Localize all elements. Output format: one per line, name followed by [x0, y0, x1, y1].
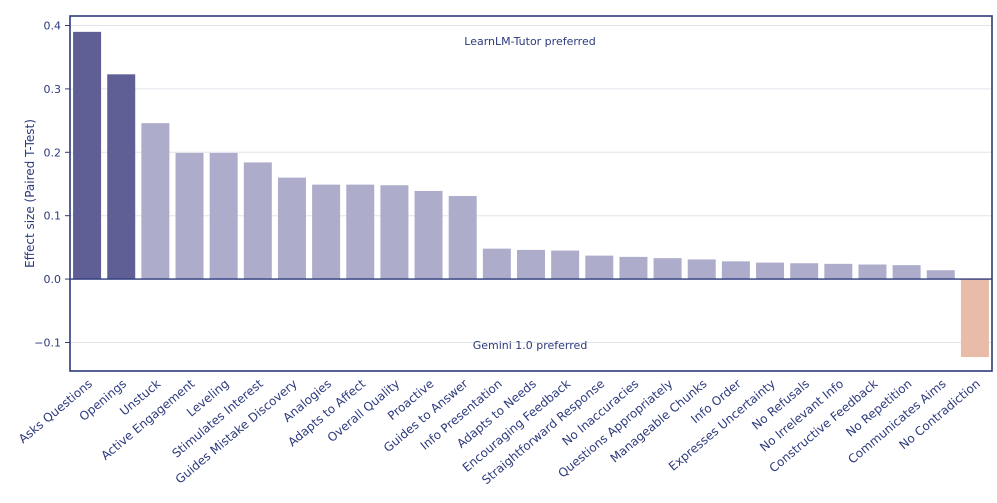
bar	[687, 259, 716, 280]
bar	[926, 270, 955, 280]
y-tick-label: 0.4	[44, 20, 62, 33]
annotation-bottom: Gemini 1.0 preferred	[473, 339, 588, 352]
bar	[346, 184, 375, 280]
bar	[312, 184, 341, 280]
bar	[756, 262, 785, 280]
bar	[790, 263, 819, 280]
bar	[721, 261, 750, 280]
bar	[448, 196, 477, 280]
bar	[277, 177, 306, 280]
bars	[73, 31, 989, 358]
bar	[175, 152, 204, 280]
y-tick-label: 0.1	[44, 210, 62, 223]
y-tick-label: 0.0	[44, 273, 62, 286]
annotation-top: LearnLM-Tutor preferred	[464, 35, 595, 48]
y-tick-label: 0.3	[44, 83, 62, 96]
bar	[551, 250, 580, 280]
plot-frame	[69, 15, 993, 372]
bar	[73, 31, 102, 280]
bar	[141, 123, 170, 280]
bar	[892, 265, 921, 280]
bar	[585, 255, 614, 280]
bar	[482, 248, 511, 280]
bar	[380, 185, 409, 280]
bar	[107, 74, 136, 280]
gridlines	[70, 25, 992, 343]
bar	[653, 258, 682, 280]
bar	[243, 162, 272, 280]
bar	[517, 249, 545, 280]
bar	[619, 256, 648, 280]
bar	[209, 152, 238, 280]
bar	[858, 264, 887, 280]
bar	[960, 279, 989, 358]
y-axis-ticks: −0.1 0.0 0.1 0.2 0.3 0.4	[34, 20, 70, 349]
y-axis-title: Effect size (Paired T-Test)	[23, 119, 37, 268]
bar	[414, 190, 443, 280]
y-tick-label: −0.1	[34, 336, 61, 349]
bar	[824, 263, 853, 280]
y-tick-label: 0.2	[44, 146, 62, 159]
